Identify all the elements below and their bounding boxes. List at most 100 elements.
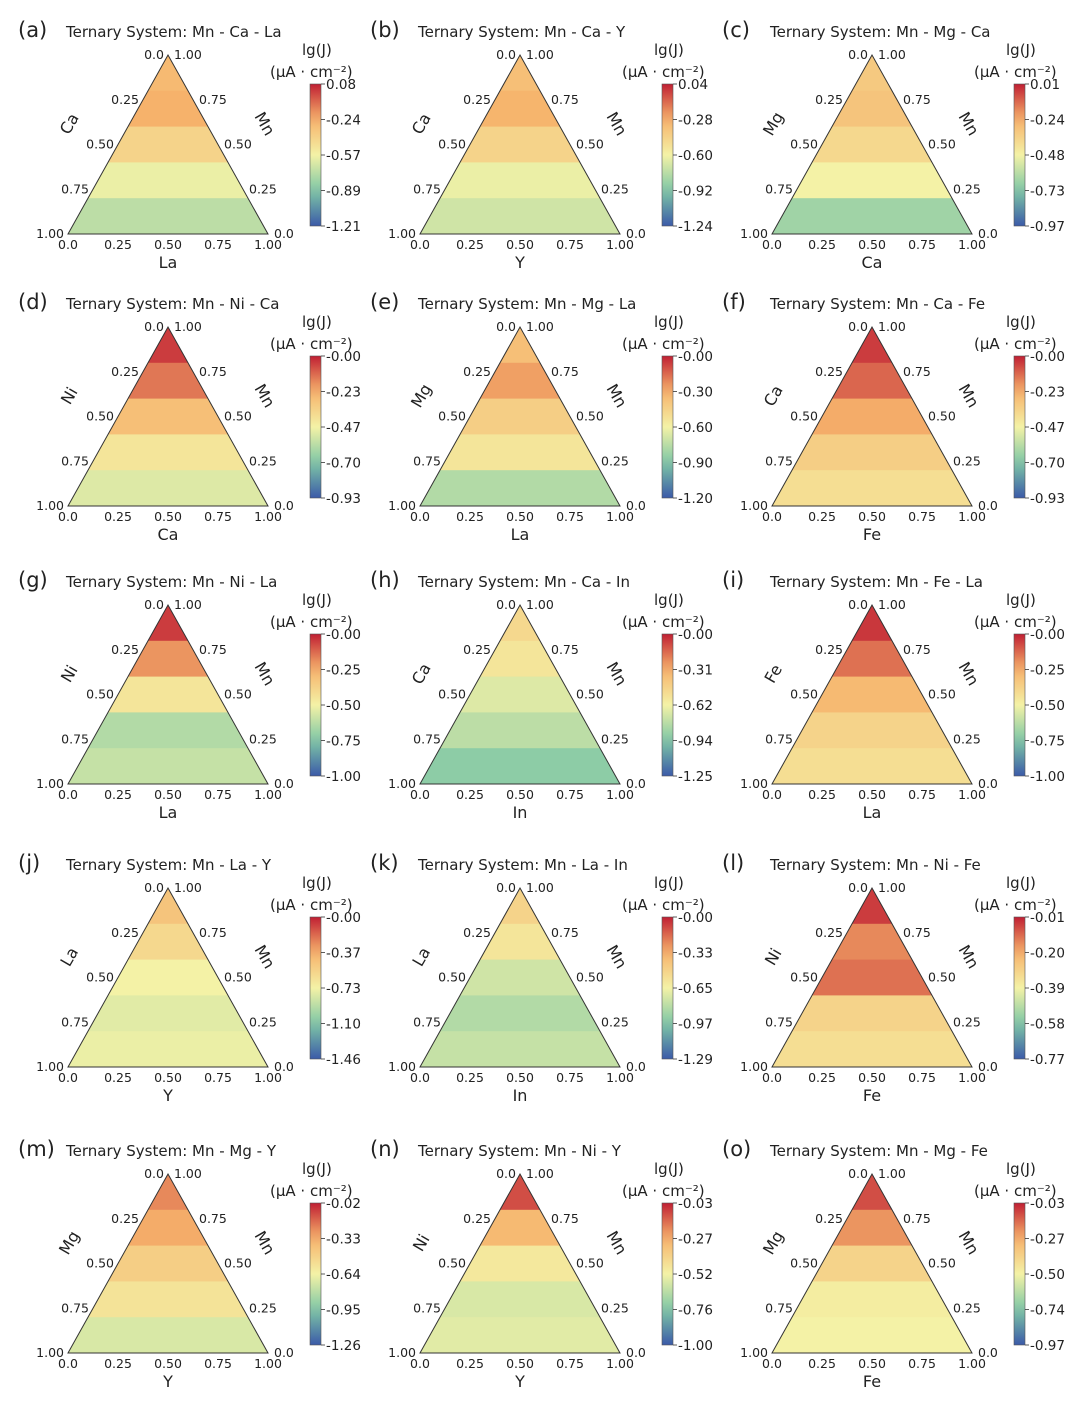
contour-band — [772, 1209, 972, 1247]
right-axis-label: Mn — [955, 1228, 983, 1258]
bottom-tick-label: 1.00 — [958, 237, 986, 252]
left-tick-label: 1.00 — [388, 776, 416, 791]
left-tick-label: 0.75 — [765, 1014, 793, 1029]
left-tick-label: 0.0 — [496, 319, 516, 334]
colorbar-tick-label: -1.26 — [326, 1338, 361, 1354]
left-tick-label: 1.00 — [36, 776, 64, 791]
colorbar-tick-label: -0.25 — [1030, 663, 1065, 679]
right-tick-label: 0.75 — [199, 925, 227, 940]
left-axis-label: Mg — [759, 1228, 787, 1258]
colorbar-tick-label: -0.39 — [1030, 981, 1065, 997]
colorbar-units: (μA · cm⁻²) — [270, 896, 353, 914]
colorbar-tick-label: -0.75 — [326, 734, 361, 750]
triangle-frame — [771, 325, 973, 507]
bottom-tick-label: 0.75 — [204, 1070, 232, 1085]
ternary-chart: (a) Ternary System: Mn - Ca - La0.0 1.000.… — [18, 18, 361, 272]
contour-band — [420, 362, 620, 400]
bottom-tick-label: 0.25 — [808, 509, 836, 524]
ternary-panel: (i) Ternary System: Mn - Fe - La 0.0 1.00 0.… — [704, 550, 1065, 831]
panel-title: Ternary System: Mn - Ca - In — [417, 573, 630, 591]
colorbar-units: (μA · cm⁻²) — [974, 896, 1057, 914]
left-tick-label: 1.00 — [740, 226, 768, 241]
left-tick-label: 1.00 — [36, 226, 64, 241]
contour-band — [68, 90, 268, 128]
bottom-tick-label: 0.50 — [154, 237, 182, 252]
left-tick-label: 1.00 — [388, 226, 416, 241]
contour-band — [420, 55, 620, 92]
bottom-axis-label: La — [159, 253, 178, 272]
left-tick-label: 0.75 — [413, 181, 441, 196]
contour-band — [68, 888, 268, 925]
right-axis-label: Mn — [603, 942, 631, 972]
right-tick-label: 0.75 — [551, 925, 579, 940]
ternary-chart: (j) Ternary System: Mn - La - Y0.0 1.000.0… — [18, 851, 361, 1105]
colorbar — [309, 355, 322, 499]
bottom-tick-label: 1.00 — [958, 787, 986, 802]
contour-band — [420, 1031, 620, 1067]
colorbar-tick-label: 0.04 — [678, 77, 708, 93]
bottom-tick-label: 0.50 — [858, 787, 886, 802]
colorbar-tick-label: -0.73 — [326, 981, 361, 997]
left-tick-label: 0.0 — [144, 319, 164, 334]
right-tick-label: 1.00 — [526, 319, 554, 334]
left-tick-label: 0.0 — [848, 1166, 868, 1181]
bottom-tick-label: 1.00 — [958, 509, 986, 524]
right-tick-label: 1.00 — [526, 880, 554, 895]
bottom-tick-label: 0.75 — [556, 1070, 584, 1085]
contour-band — [68, 640, 268, 678]
bottom-tick-label: 0.25 — [456, 237, 484, 252]
ternary-panel: (f) Ternary System: Mn - Ca - Fe 0.0 1.00 0.… — [704, 272, 1065, 553]
right-axis-label: Mn — [251, 659, 279, 689]
left-tick-label: 1.00 — [36, 498, 64, 513]
colorbar-units: (μA · cm⁻²) — [270, 335, 353, 353]
contour-band — [772, 55, 972, 92]
bottom-tick-label: 0.25 — [104, 1356, 132, 1371]
ternary-panel: (k) Ternary System: Mn - La - In 0.0 1.00 0.… — [352, 833, 713, 1114]
colorbar-tick-label: -0.89 — [326, 184, 361, 200]
left-tick-label: 1.00 — [740, 1059, 768, 1074]
colorbar-tick-label: -0.75 — [1030, 734, 1065, 750]
contour-band — [420, 1317, 620, 1353]
colorbar-title: lg(J) — [302, 41, 332, 59]
triangle-frame — [419, 886, 621, 1068]
contour-band — [772, 90, 972, 128]
colorbar-tick-label: -0.50 — [326, 698, 361, 714]
colorbar-title: lg(J) — [302, 313, 332, 331]
bottom-tick-label: 0.75 — [908, 509, 936, 524]
colorbar — [661, 355, 674, 499]
colorbar-tick-label: -0.73 — [1030, 184, 1065, 200]
bottom-tick-label: 0.0 — [410, 1070, 430, 1085]
contour-band — [772, 198, 972, 234]
right-tick-label: 1.00 — [878, 1166, 906, 1181]
bottom-tick-label: 0.25 — [808, 787, 836, 802]
colorbar-tick-label: -0.92 — [678, 184, 713, 200]
panel-label: (d) — [18, 290, 48, 314]
colorbar-tick-label: -0.00 — [326, 910, 361, 926]
colorbar-tick-label: -0.00 — [326, 349, 361, 365]
bottom-tick-label: 1.00 — [254, 1356, 282, 1371]
colorbar-tick-label: -0.00 — [1030, 349, 1065, 365]
contour-band — [68, 327, 268, 364]
triangle-frame — [419, 603, 621, 785]
colorbar-tick-label: -0.47 — [326, 420, 361, 436]
left-tick-label: 1.00 — [388, 1345, 416, 1360]
left-tick-label: 0.50 — [790, 1256, 818, 1271]
right-tick-label: 1.00 — [174, 1166, 202, 1181]
contour-band — [772, 470, 972, 506]
colorbar — [661, 633, 674, 777]
right-tick-label: 0.50 — [224, 970, 252, 985]
panel-title: Ternary System: Mn - Ni - Y — [417, 1142, 622, 1160]
bottom-tick-label: 0.50 — [506, 237, 534, 252]
contour-band — [68, 55, 268, 92]
colorbar-tick-label: -0.50 — [1030, 698, 1065, 714]
colorbar — [661, 83, 674, 227]
ternary-chart: (l) Ternary System: Mn - Ni - Fe0.0 1.000.… — [722, 851, 1065, 1105]
ternary-chart: (d) Ternary System: Mn - Ni - Ca0.0 1.000.… — [18, 290, 361, 544]
panel-label: (f) — [722, 290, 746, 314]
colorbar-tick-label: -0.48 — [1030, 148, 1065, 164]
bottom-tick-label: 0.50 — [858, 509, 886, 524]
left-tick-label: 0.75 — [765, 731, 793, 746]
left-tick-label: 0.0 — [496, 1166, 516, 1181]
right-tick-label: 1.00 — [878, 319, 906, 334]
left-tick-label: 0.25 — [463, 92, 491, 107]
